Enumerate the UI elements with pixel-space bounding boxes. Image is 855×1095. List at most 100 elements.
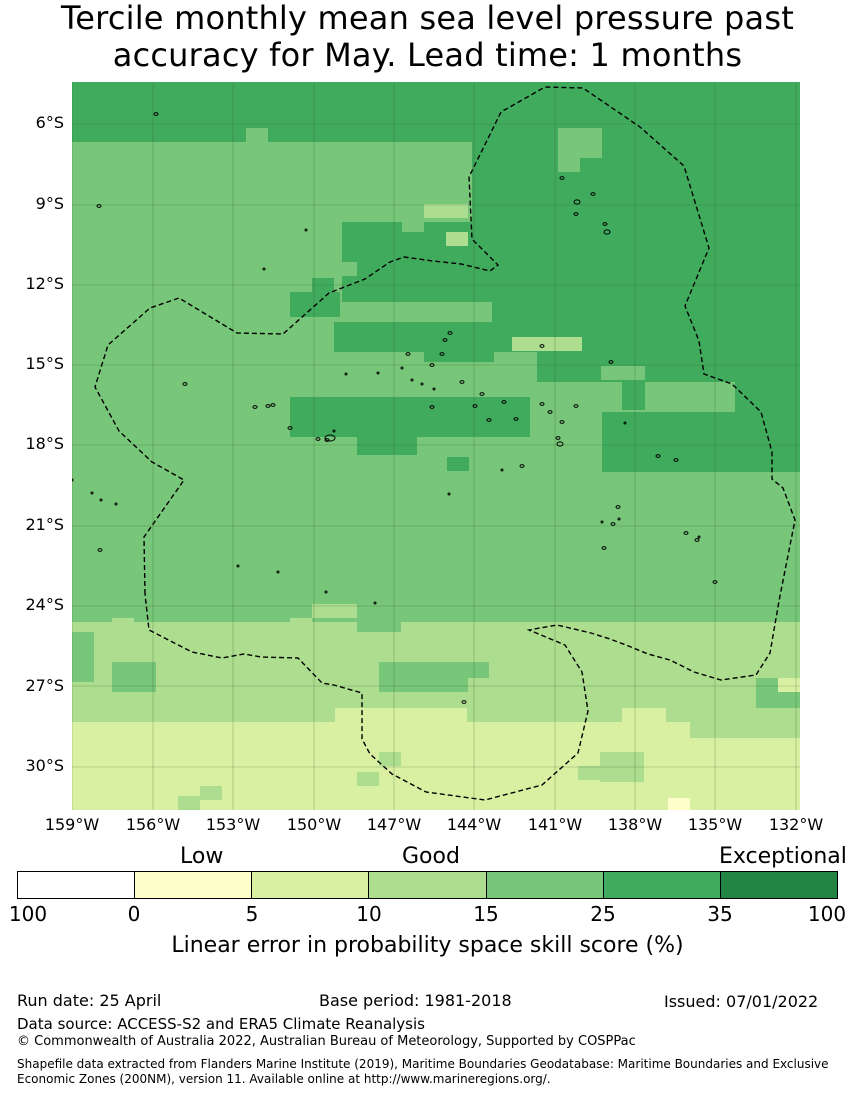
legend-segment <box>603 872 721 898</box>
island-outline <box>324 434 336 442</box>
island-outline <box>447 492 451 496</box>
island-outline <box>602 222 608 226</box>
island-outline <box>287 426 293 430</box>
island-outline <box>459 380 465 384</box>
island-outline <box>265 404 271 408</box>
latitude-label-12s: 12°S <box>25 274 64 293</box>
longitude-label-147w: 147°W <box>366 815 422 834</box>
latitude-label-9s: 9°S <box>35 194 64 213</box>
island-outline <box>252 405 258 409</box>
longitude-label-153w: 153°W <box>205 815 261 834</box>
island-outline <box>513 417 519 421</box>
island-outline <box>373 601 377 605</box>
latitude-label-27s: 27°S <box>25 676 64 695</box>
island-outline <box>559 176 565 180</box>
island-outline <box>420 382 424 386</box>
island-outline <box>461 700 467 704</box>
map-title: Tercile monthly mean sea level pressure … <box>60 0 794 74</box>
island-outline <box>547 410 553 414</box>
island-outline <box>519 464 525 468</box>
island-outline <box>623 421 627 425</box>
island-outline <box>573 199 581 205</box>
eez-boundary-south <box>94 86 796 801</box>
latitude-label-30s: 30°S <box>25 756 64 775</box>
island-outline <box>72 478 74 482</box>
shapefile-credit: Shapefile data extracted from Flanders M… <box>17 1057 829 1086</box>
graticule-lines <box>72 82 800 810</box>
island-outline <box>712 580 718 584</box>
island-outline <box>559 420 565 424</box>
longitude-label-141w: 141°W <box>527 815 583 834</box>
legend-title: Linear error in probability space skill … <box>171 933 684 958</box>
island-outline <box>304 228 308 232</box>
island-outline <box>410 378 414 382</box>
legend-segment <box>252 872 370 898</box>
island-outline <box>601 546 607 550</box>
legend-tick-label: 25 <box>590 902 616 926</box>
island-outline <box>344 372 348 376</box>
legend-tick-label: 0 <box>127 902 141 926</box>
island-outline <box>617 517 621 521</box>
longitude-label-156w: 156°W <box>125 815 181 834</box>
island-outline <box>600 520 604 524</box>
island-outline <box>573 404 579 408</box>
island-outline <box>90 491 94 495</box>
legend-tick-label: 35 <box>707 902 733 926</box>
island-outline <box>539 402 545 406</box>
run-date: Run date: 25 April <box>17 991 162 1010</box>
skill-grid-cells <box>72 82 800 810</box>
legend-category-exceptional: Exceptional <box>719 844 847 869</box>
island-outline <box>432 387 436 391</box>
island-outline <box>262 267 266 271</box>
data-source: Data source: ACCESS-S2 and ERA5 Climate … <box>17 1015 425 1033</box>
island-outline <box>429 405 435 409</box>
island-outline <box>603 229 611 235</box>
island-outline <box>501 400 507 404</box>
latitude-label-15s: 15°S <box>25 354 64 373</box>
island-outline <box>332 429 336 433</box>
island-outline <box>324 438 330 442</box>
legend-tick-label: 5 <box>245 902 259 926</box>
longitude-label-138w: 138°W <box>607 815 663 834</box>
longitude-label-135w: 135°W <box>687 815 743 834</box>
island-outline <box>683 531 689 535</box>
longitude-label-159w: 159°W <box>44 815 100 834</box>
legend-segment <box>18 872 136 898</box>
island-outline <box>486 418 492 422</box>
island-outline <box>376 371 380 375</box>
island-outline <box>697 535 701 539</box>
legend-segment <box>720 872 837 898</box>
island-outline <box>655 454 661 458</box>
island-outline <box>608 360 614 364</box>
island-outline <box>673 458 679 462</box>
island-outline <box>610 522 616 526</box>
island-outline <box>324 590 328 594</box>
legend-segment <box>135 872 253 898</box>
longitude-label-132w: 132°W <box>768 815 824 834</box>
island-outline <box>479 392 485 396</box>
legend-tick-label: 10 <box>356 902 382 926</box>
island-outline <box>539 344 545 348</box>
longitude-label-144w: 144°W <box>446 815 502 834</box>
legend-segment <box>486 872 604 898</box>
island-outline <box>500 468 504 472</box>
skill-score-map[interactable] <box>72 82 800 810</box>
island-outline <box>439 352 445 356</box>
legend-category-low: Low <box>180 844 224 869</box>
copyright-notice: © Commonwealth of Australia 2022, Austra… <box>17 1034 636 1049</box>
island-outline <box>472 404 478 408</box>
legend-tick-label: 100 <box>807 902 847 926</box>
island-outline <box>114 502 118 506</box>
latitude-label-24s: 24°S <box>25 595 64 614</box>
island-outline <box>400 366 404 370</box>
island-outline <box>405 352 411 356</box>
island-outline <box>555 436 561 440</box>
island-outline <box>590 192 596 196</box>
island-outline <box>97 548 103 552</box>
island-outline <box>694 538 700 542</box>
island-outline <box>556 441 564 447</box>
island-outline <box>96 204 102 208</box>
legend-category-good: Good <box>402 844 460 869</box>
base-period: Base period: 1981-2018 <box>319 991 512 1010</box>
map-canvas <box>72 82 800 810</box>
